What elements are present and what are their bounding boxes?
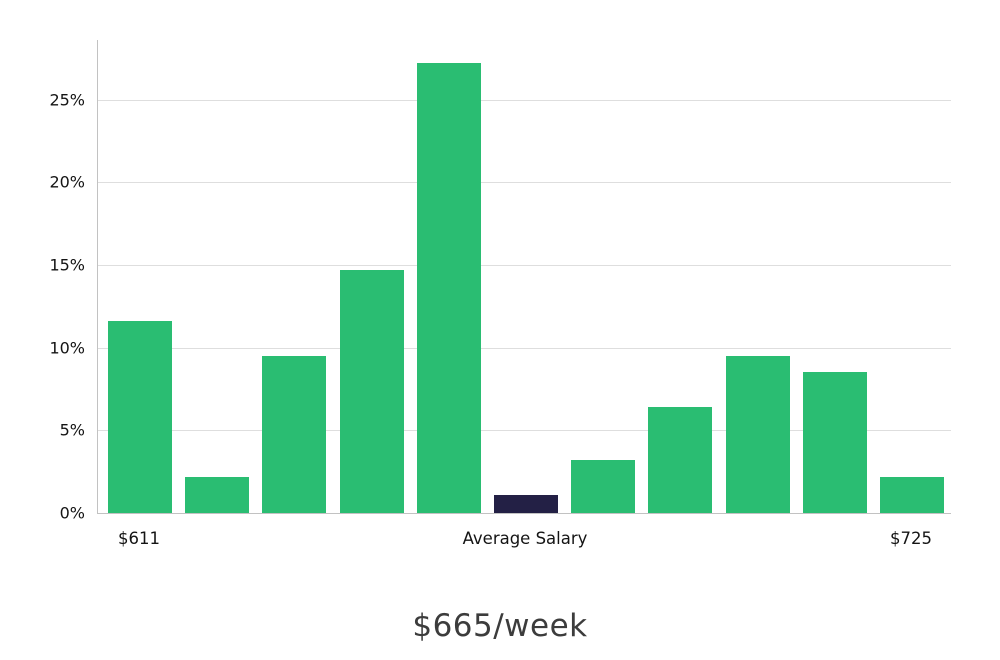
x-tick-label: $611 — [118, 529, 160, 548]
gridline — [98, 99, 951, 101]
histogram-bar — [648, 407, 713, 513]
bars — [98, 40, 951, 513]
y-tick-label: 20% — [49, 172, 85, 192]
y-tick-label: 25% — [49, 90, 85, 110]
histogram-bar — [262, 355, 327, 513]
y-axis-labels: 0% 5% 10% 15% 20% 25% — [0, 0, 85, 660]
gridline — [98, 182, 951, 184]
histogram-bar — [416, 63, 481, 513]
histogram-bar — [571, 460, 636, 513]
x-tick-label: $725 — [890, 529, 932, 548]
y-tick-label: 0% — [59, 503, 85, 523]
histogram-bar — [339, 269, 404, 513]
histogram-bar — [108, 321, 172, 513]
histogram-bar — [880, 476, 944, 513]
y-tick-label: 10% — [49, 338, 85, 358]
gridline — [98, 347, 951, 349]
x-tick-label: Average Salary — [462, 529, 588, 548]
chart-title: $665/week — [412, 608, 588, 644]
average-salary-bar — [494, 494, 558, 513]
plot-area — [97, 40, 951, 514]
histogram-bar — [725, 355, 790, 513]
x-axis-labels: $611 Average Salary $725 — [0, 529, 1000, 553]
y-tick-label: 5% — [59, 420, 85, 440]
gridline — [98, 264, 951, 266]
y-tick-label: 15% — [49, 255, 85, 275]
gridline — [98, 430, 951, 432]
histogram-bar — [185, 476, 250, 513]
histogram-bar — [802, 372, 867, 513]
